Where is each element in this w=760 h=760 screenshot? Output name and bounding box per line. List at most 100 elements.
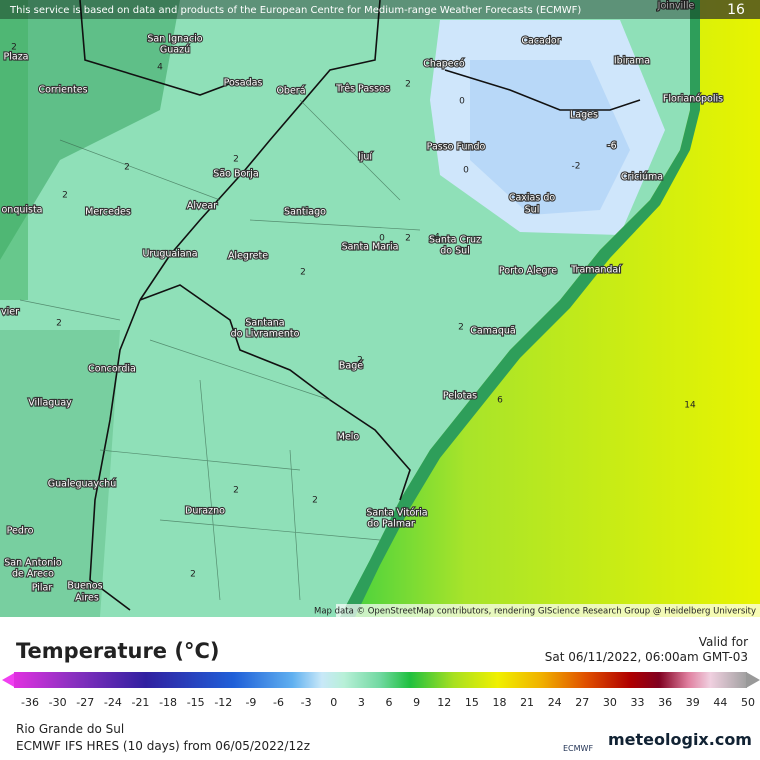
contour-label: 2 [300, 268, 306, 278]
city-label: Durazno [185, 506, 225, 517]
city-label: Ibirama [614, 56, 650, 67]
colorbar-tick-label: 27 [575, 696, 590, 709]
contour-label: 2 [233, 155, 239, 165]
colorbar-tick-label: 36 [658, 696, 673, 709]
colorbar-tick-label: 6 [385, 696, 393, 709]
city-label: Caxias do [509, 193, 556, 204]
contour-label: 2 [405, 234, 411, 244]
contour-label: 0 [463, 166, 469, 176]
colorbar-tick-label: 24 [547, 696, 562, 709]
model-run: ECMWF IFS HRES (10 days) from 06/05/2022… [16, 739, 311, 753]
city-label: Santana [245, 318, 284, 329]
contour-label: -2 [572, 162, 581, 172]
colorbar-tick-label: 18 [492, 696, 507, 709]
city-label: Gualeguaychú [48, 479, 116, 490]
city-label: Lages [570, 110, 598, 121]
contour-label: 2 [233, 486, 239, 496]
city-label: Guazú [160, 45, 190, 56]
city-label: Buenos [67, 581, 102, 592]
colorbar-tick-label: -15 [186, 696, 205, 709]
colorbar [14, 672, 747, 688]
contour-label: 2 [62, 191, 68, 201]
legend-title: Temperature (°C) [16, 639, 220, 663]
contour-label: 2 [190, 570, 196, 580]
colorbar-tick-label: 15 [464, 696, 479, 709]
colorbar-tick-label: -27 [76, 696, 95, 709]
valid-time: Sat 06/11/2022, 06:00am GMT-03 [544, 650, 748, 664]
contour-label: 2 [11, 43, 17, 53]
city-label: vier [1, 307, 19, 318]
colorbar-tick-label: -3 [300, 696, 312, 709]
frame-number: 16 [727, 2, 745, 18]
brand-logo: meteologix.com [608, 730, 752, 749]
city-label: San Ignacio [147, 34, 202, 45]
city-label: Ijuí [358, 152, 372, 163]
city-label: Florianópolis [663, 94, 723, 105]
city-label: Criciúma [621, 172, 663, 183]
attribution: Map data © OpenStreetMap contributors, r… [314, 607, 756, 617]
colorbar-tick-label: 0 [330, 696, 338, 709]
city-label: Uruguaiana [142, 249, 197, 260]
city-label: Concordia [88, 364, 136, 375]
ecmwf-logo: ECMWF [563, 744, 594, 753]
city-label: Camaquã [470, 326, 515, 337]
city-label: Porto Alegre [499, 266, 557, 277]
colorbar-tick-label: -30 [48, 696, 67, 709]
colorbar-tick-label: 39 [685, 696, 700, 709]
city-label: Santa Vitória [366, 508, 427, 519]
city-label: São Borja [213, 169, 258, 180]
contour-label: 14 [684, 401, 696, 411]
contour-label: 4 [434, 233, 440, 243]
contour-label: 2 [458, 323, 464, 333]
city-label: Pelotas [443, 391, 477, 402]
colorbar-tick-label: 44 [713, 696, 728, 709]
city-label: Corrientes [38, 85, 87, 96]
city-label: Cacador [521, 36, 560, 47]
contour-label: 6 [497, 396, 503, 406]
colorbar-tick-label: -6 [273, 696, 285, 709]
colorbar-tick-label: -18 [159, 696, 178, 709]
colorbar-tick-label: -21 [131, 696, 150, 709]
city-label: Mercedes [85, 207, 131, 218]
city-label: do Palmar [367, 519, 415, 530]
city-label: Santa Maria [342, 242, 399, 253]
contour-label: -6 [607, 141, 616, 152]
colorbar-tick-label: 50 [741, 696, 755, 709]
city-label: onquista [1, 205, 42, 216]
city-label: Alegrete [228, 251, 268, 262]
colorbar-tick-label: -12 [214, 696, 233, 709]
city-label: Bagé [339, 361, 363, 372]
city-label: Posadas [224, 78, 263, 89]
colorbar-tick-label: -36 [21, 696, 39, 709]
city-label: Passo Fundo [427, 142, 486, 153]
colorbar-arrow-left [2, 672, 16, 688]
colorbar-tick-label: 3 [357, 696, 365, 709]
contour-label: 0 [459, 97, 465, 107]
valid-label: Valid for [698, 635, 748, 649]
city-label: Chapecó [423, 59, 465, 70]
colorbar-tick-label: 12 [437, 696, 452, 709]
colorbar-tick-label: 33 [630, 696, 645, 709]
city-label: Plaza [4, 52, 29, 63]
contour-label: 4 [157, 63, 163, 73]
city-label: Santa Cruz [429, 235, 481, 246]
city-label: Oberá [276, 86, 305, 97]
colorbar-tick-label: -24 [103, 696, 122, 709]
city-label: Villaguay [28, 398, 72, 409]
contour-label: 2 [124, 163, 130, 173]
colorbar-tick-label: 21 [520, 696, 535, 709]
colorbar-arrow-right [746, 672, 760, 688]
contour-label: 2 [357, 356, 363, 366]
city-label: San Antonio [4, 558, 62, 569]
service-notice: This service is based on data and produc… [9, 5, 581, 16]
city-label: Aires [75, 593, 99, 604]
city-label: do Livramento [231, 329, 300, 340]
city-label: Três Passos [335, 84, 390, 95]
city-label: Sul [525, 205, 540, 216]
contour-label: 2 [56, 319, 62, 329]
city-label: do Sul [440, 246, 470, 257]
colorbar-tick-label: -9 [245, 696, 257, 709]
contour-label: 2 [312, 496, 318, 506]
